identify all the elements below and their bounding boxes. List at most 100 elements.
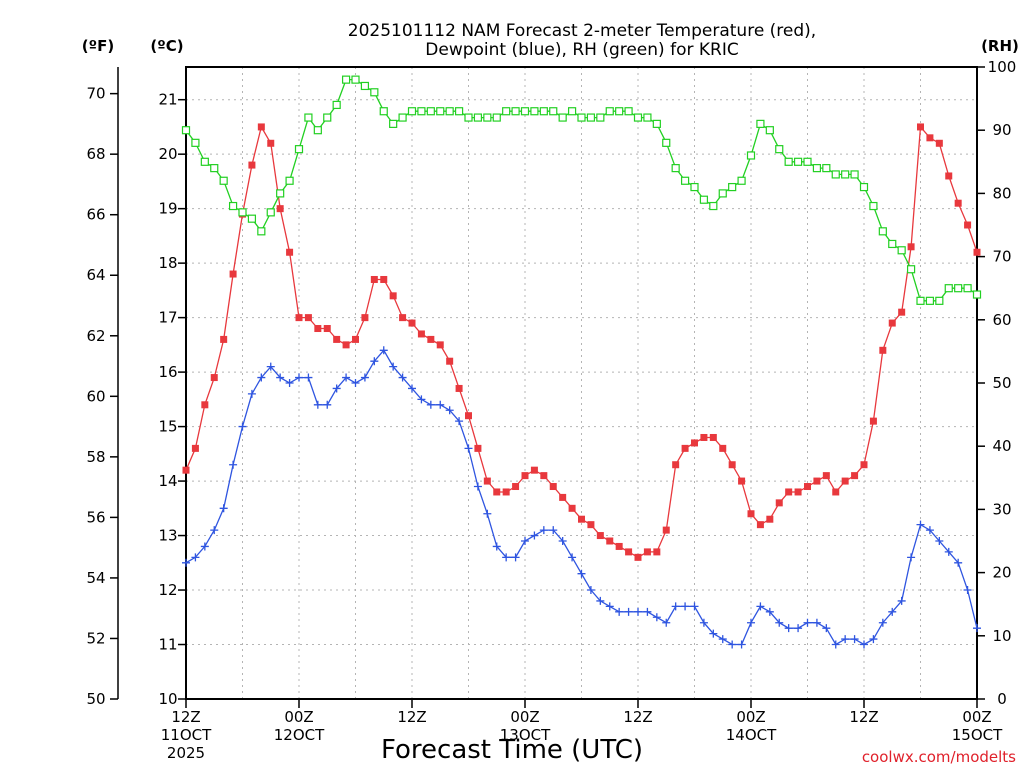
dewpoint-point (822, 624, 831, 633)
temperature-point (738, 477, 746, 485)
dewpoint-point (530, 531, 539, 540)
fahrenheit-axis-unit: (ºF) (82, 37, 114, 55)
dewpoint-point (511, 553, 520, 562)
temperature-point (483, 477, 491, 485)
temperature-point (578, 515, 585, 523)
x-tick-label: 12Z (171, 708, 200, 726)
rh-tick-label: 30 (992, 500, 1011, 518)
rh-point (285, 176, 294, 185)
celsius-tick-label: 21 (158, 91, 177, 109)
rh-axis-unit: (RH) (981, 37, 1019, 55)
dewpoint-point (916, 520, 925, 529)
dewpoint-point (831, 640, 840, 649)
chart-title-line-1: 2025101112 NAM Forecast 2-meter Temperat… (348, 21, 816, 41)
rh-point (407, 107, 417, 116)
temperature-point (370, 275, 378, 283)
rh-point (483, 113, 492, 122)
temperature-point (568, 504, 576, 512)
rh-point (313, 126, 322, 135)
dewpoint-point (276, 373, 285, 382)
temperature-point (945, 172, 953, 180)
temperature-point (220, 335, 228, 343)
rh-point (841, 170, 850, 179)
dewpoint-point (323, 400, 332, 409)
celsius-tick-label: 20 (158, 145, 177, 163)
temperature-point (380, 275, 388, 283)
dewpoint-point (643, 607, 652, 616)
rh-point (652, 119, 661, 128)
x-tick-label: 14OCT (726, 726, 777, 744)
temperature-point (427, 335, 435, 343)
rh-point (454, 107, 464, 116)
temperature-point (917, 123, 924, 131)
rh-point (238, 208, 247, 217)
dewpoint-point (963, 586, 972, 595)
dewpoint-point (944, 547, 953, 556)
temperature-point (521, 472, 529, 480)
rh-point (680, 176, 690, 185)
rh-point (793, 157, 803, 166)
rh-point (567, 107, 577, 116)
plot-frame (185, 66, 978, 700)
temperature-point (465, 412, 472, 420)
rh-point (784, 157, 793, 166)
temperature-point (314, 325, 322, 333)
rh-point (247, 214, 257, 223)
rh-point (954, 284, 963, 293)
temperature-point (389, 292, 397, 300)
rh-point (709, 201, 718, 211)
dewpoint-point (794, 624, 803, 633)
dewpoint-point (549, 526, 558, 535)
x-tick-label: 12OCT (274, 726, 325, 744)
celsius-axis-unit: (ºC) (150, 37, 183, 55)
dewpoint-point (191, 553, 200, 562)
temperature-point (342, 341, 350, 349)
dewpoint-point (568, 553, 577, 562)
celsius-tick-label: 12 (158, 581, 177, 599)
temperature-point (191, 444, 199, 452)
rh-point (605, 107, 614, 116)
rh-point (181, 126, 191, 135)
dewpoint-point (408, 384, 416, 393)
dewpoint-point (596, 596, 605, 605)
dewpoint-point (718, 635, 727, 644)
dewpoint-point (747, 618, 755, 627)
dewpoint-point (860, 640, 868, 649)
fahrenheit-tick-label: 60 (86, 387, 105, 405)
fahrenheit-tick-label: 58 (86, 448, 105, 466)
dewpoint-point (210, 526, 219, 535)
dewpoint-point (869, 635, 878, 644)
rh-point (341, 75, 351, 84)
celsius-tick-label: 19 (158, 200, 177, 218)
temperature-point (474, 444, 482, 452)
rh-point (662, 138, 671, 147)
dewpoint-point (483, 509, 492, 518)
rh-tick-label: 20 (992, 564, 1011, 582)
dewpoint-point (351, 379, 360, 387)
temperature-point (267, 139, 275, 147)
rh-point (812, 164, 822, 173)
temperature-point (201, 401, 209, 409)
temperature-point (625, 548, 633, 556)
dewpoint-point (539, 526, 548, 535)
temperature-point (973, 248, 981, 256)
rh-point (539, 107, 548, 116)
dewpoint-point (841, 635, 850, 644)
rh-point (822, 164, 831, 173)
dewpoint-point (304, 373, 313, 382)
dewpoint-point (737, 640, 746, 649)
dewpoint-point (699, 618, 708, 627)
dewpoint-point (888, 607, 897, 616)
temperature-point (295, 314, 303, 322)
temperature-point (549, 483, 557, 491)
rh-point (294, 145, 304, 154)
x-tick-label: 13OCT (500, 726, 551, 744)
dewpoint-point (229, 460, 238, 469)
rh-point (191, 138, 200, 147)
rh-point (520, 107, 530, 116)
dewpoint-point (850, 635, 859, 644)
rh-point (746, 151, 756, 160)
temperature-point (804, 483, 811, 491)
dewpoint-point (521, 537, 529, 545)
temperature-point (832, 488, 840, 496)
